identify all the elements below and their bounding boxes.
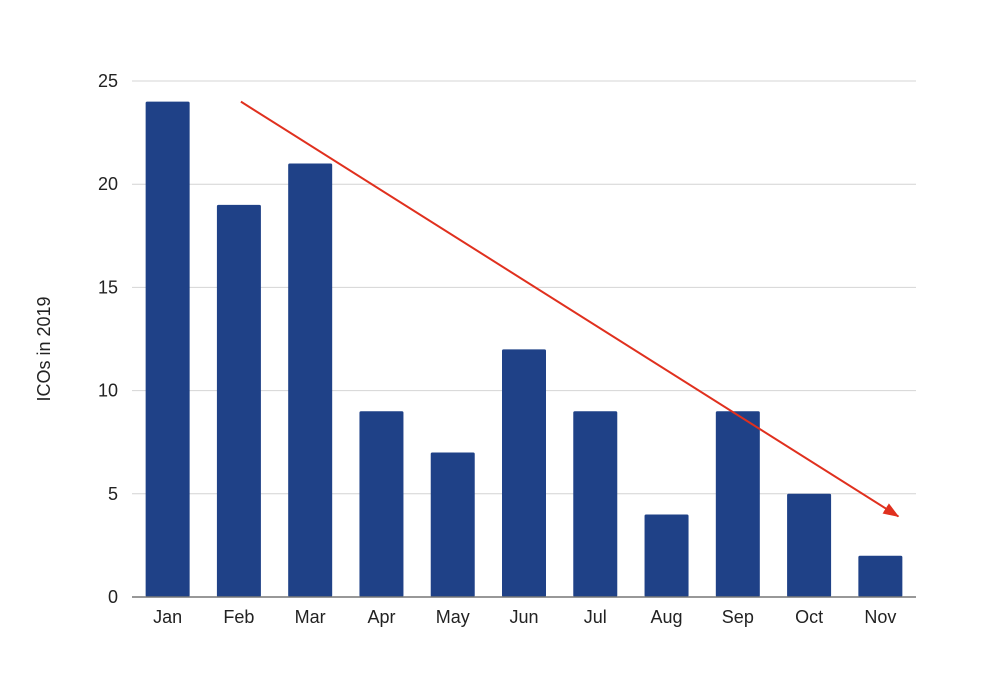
- y-tick-label: 20: [98, 174, 118, 194]
- y-tick-label: 0: [108, 587, 118, 607]
- x-tick-label: Jul: [584, 607, 607, 627]
- trend-arrow: [240, 100, 900, 518]
- bar-jul: [573, 411, 618, 597]
- y-tick-label: 25: [98, 71, 118, 91]
- bar-may: [430, 452, 475, 597]
- bar-nov: [858, 555, 903, 597]
- x-tick-label: Mar: [295, 607, 326, 627]
- bar-aug: [644, 514, 689, 597]
- bar-oct: [787, 493, 832, 597]
- x-tick-label: Jun: [509, 607, 538, 627]
- x-tick-label: Oct: [795, 607, 823, 627]
- x-tick-label: Nov: [864, 607, 896, 627]
- x-tick-label: Feb: [223, 607, 254, 627]
- x-tick-label: Sep: [722, 607, 754, 627]
- y-tick-label: 10: [98, 381, 118, 401]
- y-tick-label: 5: [108, 484, 118, 504]
- y-tick-label: 15: [98, 277, 118, 297]
- x-tick-label: May: [436, 607, 470, 627]
- bar-feb: [216, 204, 261, 597]
- gridlines: [132, 80, 916, 495]
- bar-jun: [502, 349, 546, 597]
- y-axis-ticks: 0 5 10 15 20 25: [98, 71, 118, 607]
- x-tick-label: Jan: [153, 607, 182, 627]
- bars: [145, 101, 903, 597]
- x-axis-ticks: Jan Feb Mar Apr May Jun Jul Aug Sep Oct Nov: [153, 607, 896, 627]
- bar-mar: [288, 163, 333, 597]
- y-axis-title: ICOs in 2019: [34, 296, 54, 401]
- bar-sep: [715, 411, 760, 597]
- bar-jan: [145, 101, 190, 597]
- bar-apr: [359, 411, 404, 597]
- x-tick-label: Aug: [651, 607, 683, 627]
- x-tick-label: Apr: [367, 607, 395, 627]
